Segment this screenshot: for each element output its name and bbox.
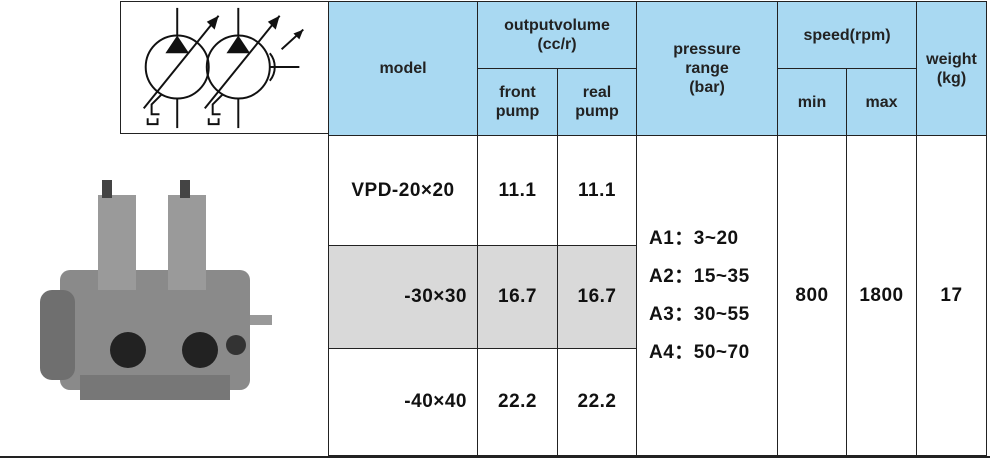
text-line: (bar) xyxy=(637,78,777,97)
front-cell: 11.1 xyxy=(478,136,558,246)
hydraulic-symbol xyxy=(120,1,328,134)
speed-header: speed(rpm) xyxy=(778,2,917,69)
min-header: min xyxy=(778,69,847,136)
text-line: range xyxy=(637,59,777,78)
text-line: outputvolume xyxy=(478,16,636,35)
model-header: model xyxy=(329,2,478,136)
text-line: A1：3~20 xyxy=(649,220,777,258)
text-line: A2：15~35 xyxy=(649,258,777,296)
output-header: outputvolume(cc/r) xyxy=(478,2,637,69)
text-line: pump xyxy=(558,102,636,121)
bottom-rule xyxy=(0,456,990,458)
text-line: weight xyxy=(917,50,986,69)
max-header: max xyxy=(847,69,917,136)
speed-min-cell: 800 xyxy=(778,136,847,456)
real-cell: 22.2 xyxy=(558,349,637,456)
text-line: A3：30~55 xyxy=(649,296,777,334)
model-cell: -40×40 xyxy=(329,349,478,456)
front-cell: 16.7 xyxy=(478,246,558,349)
text-line: (kg) xyxy=(917,69,986,88)
text-line: pressure xyxy=(637,40,777,59)
model-cell: VPD-20×20 xyxy=(329,136,478,246)
text-line: A4：50~70 xyxy=(649,334,777,372)
text-line: pump xyxy=(478,102,557,121)
speed-max-cell: 1800 xyxy=(847,136,917,456)
weight-cell: 17 xyxy=(917,136,987,456)
text-line: front xyxy=(478,83,557,102)
front-cell: 22.2 xyxy=(478,349,558,456)
page: model outputvolume(cc/r) pressurerange(b… xyxy=(0,0,990,459)
text-line: real xyxy=(558,83,636,102)
real-cell: 16.7 xyxy=(558,246,637,349)
weight-header: weight(kg) xyxy=(917,2,987,136)
pump-photo xyxy=(40,175,280,425)
text-line: (cc/r) xyxy=(478,35,636,54)
real-cell: 11.1 xyxy=(558,136,637,246)
model-cell: -30×30 xyxy=(329,246,478,349)
